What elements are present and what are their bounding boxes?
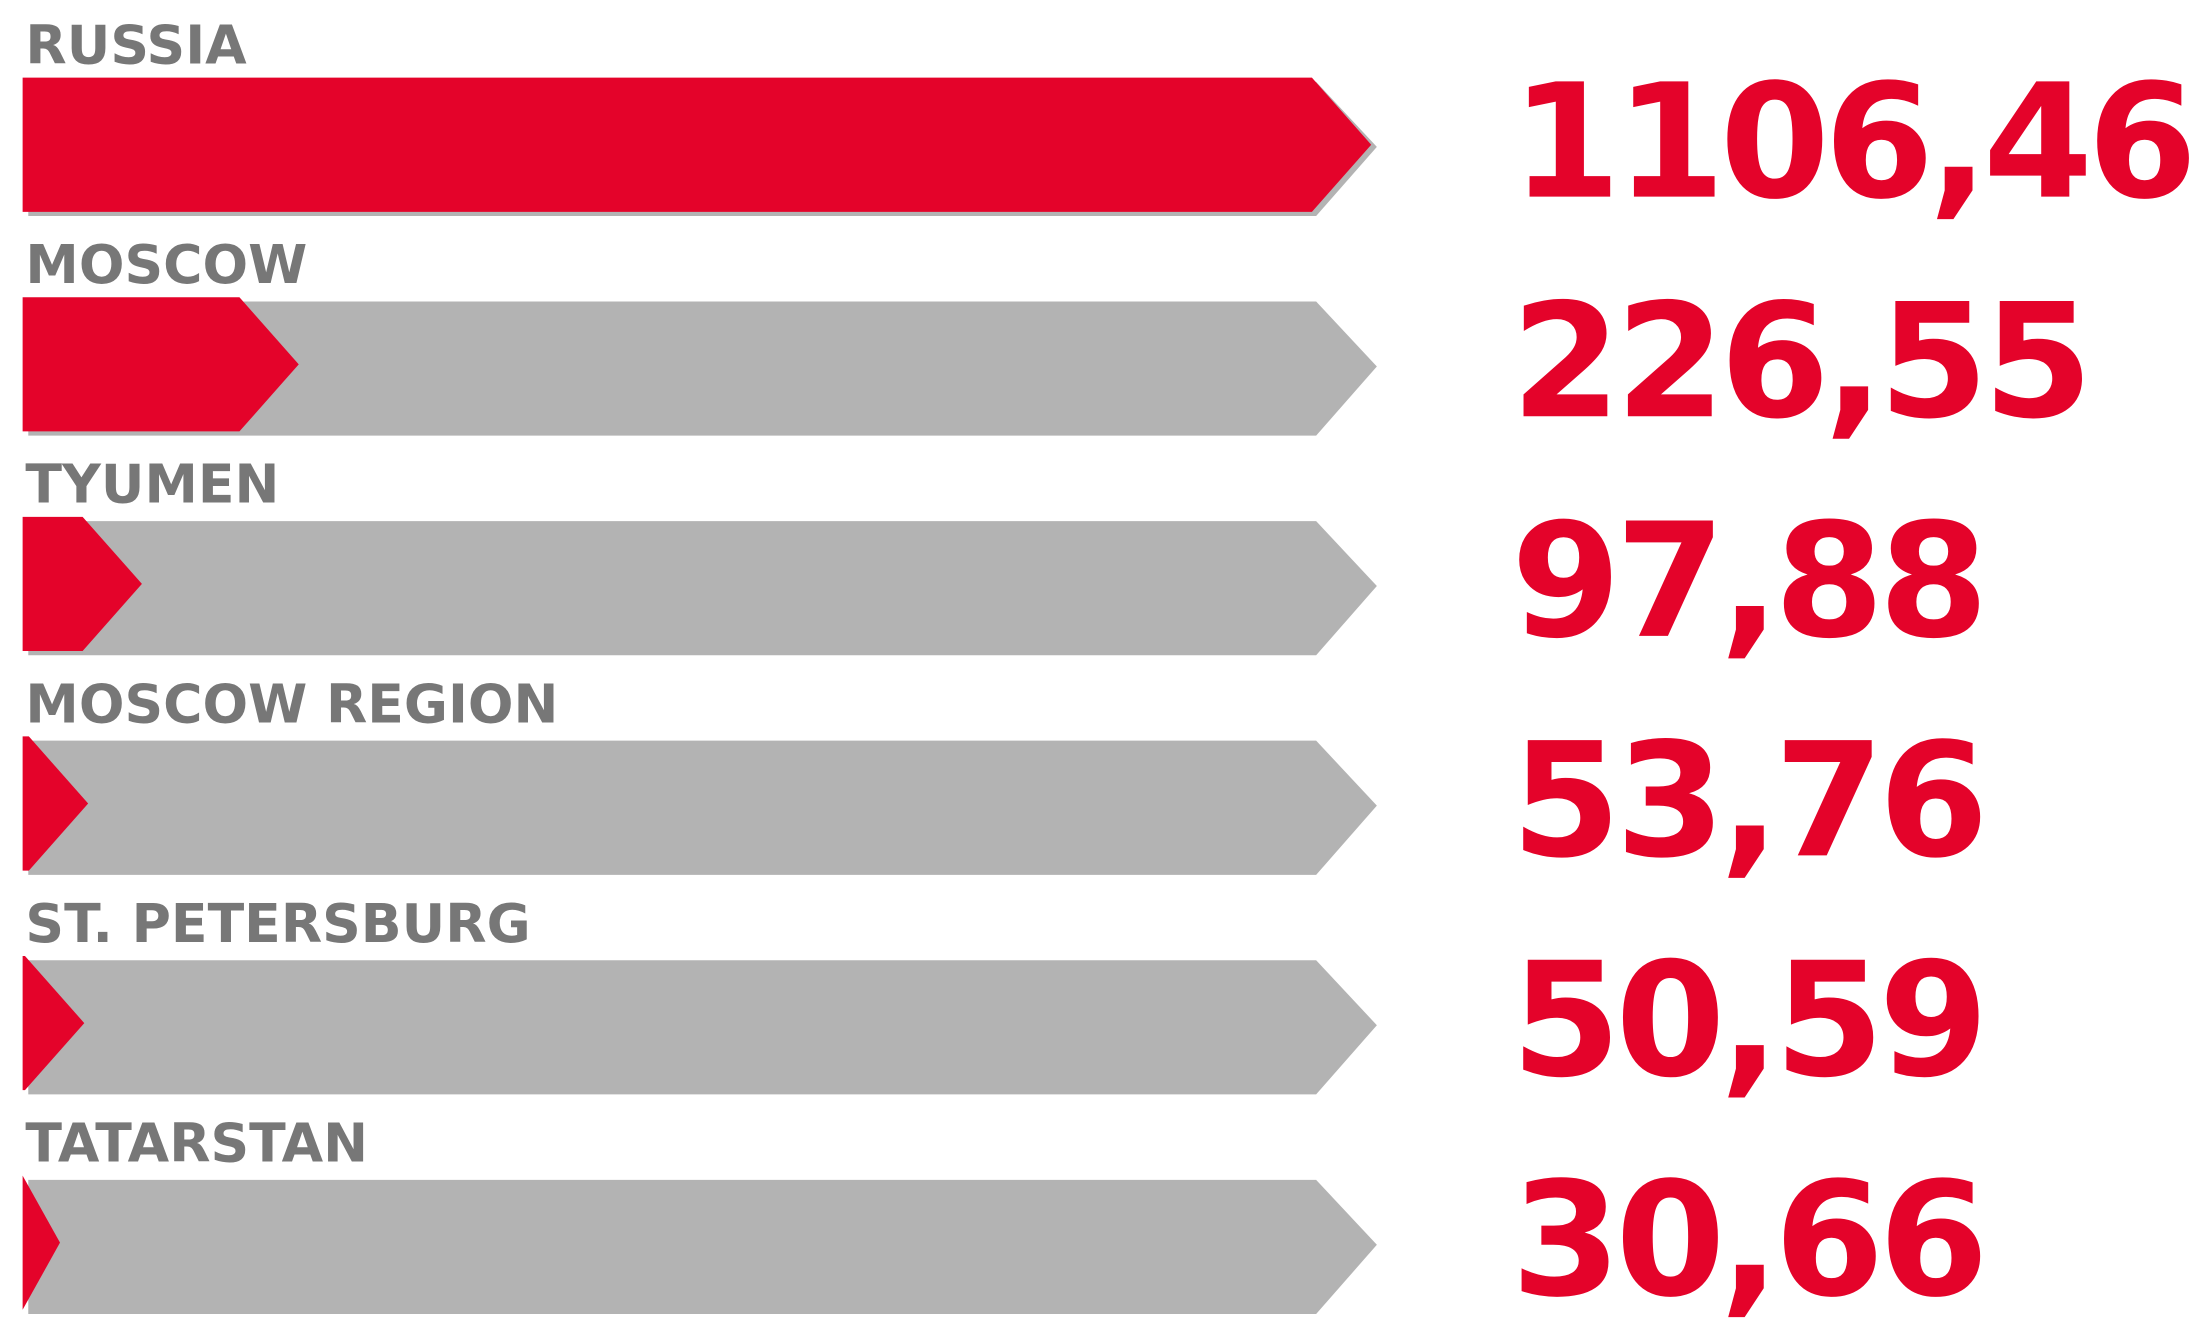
bar	[22, 77, 1372, 212]
track	[28, 521, 1377, 656]
category-label: TYUMEN	[25, 453, 279, 516]
bar	[22, 516, 142, 651]
category-label: RUSSIA	[25, 14, 247, 77]
bar	[22, 297, 299, 432]
bar	[22, 1175, 60, 1310]
value-label: 1106,46	[1511, 51, 2192, 235]
bar	[22, 956, 85, 1091]
track	[28, 740, 1377, 875]
value-label: 30,66	[1511, 1149, 1983, 1326]
value-label: 226,55	[1511, 270, 2087, 454]
track	[28, 301, 1377, 436]
track	[28, 1179, 1377, 1314]
value-label: 53,76	[1511, 709, 1983, 893]
track	[28, 960, 1377, 1095]
category-label: MOSCOW	[25, 233, 307, 296]
category-label: MOSCOW REGION	[25, 672, 558, 735]
value-label: 50,59	[1511, 929, 1983, 1113]
category-label: ST. PETERSBURG	[25, 892, 530, 955]
value-label: 97,88	[1511, 490, 1983, 674]
category-label: TATARSTAN	[25, 1111, 368, 1174]
bar	[22, 736, 89, 871]
